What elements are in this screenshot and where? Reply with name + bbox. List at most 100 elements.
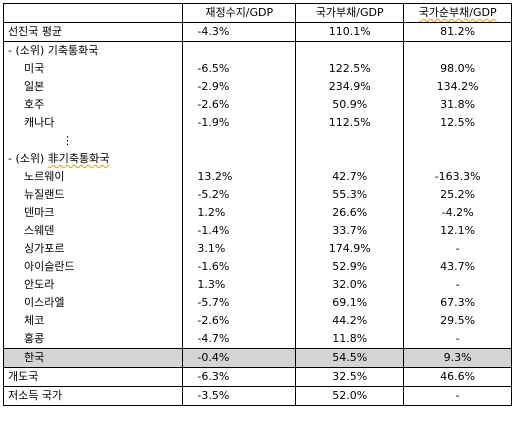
row-label: 캐나다 (2, 114, 184, 132)
national-debt-cell: 52.9% (295, 258, 405, 276)
low-income-row: 저소득 국가 -3.5% 52.0% - (2, 386, 512, 406)
row-label: 저소득 국가 (2, 386, 184, 406)
non-reserve-rows: 노르웨이 13.2% 42.7% -163.3% 뉴질랜드 -5.2% 55.3% 25.2%… (2, 168, 512, 349)
developing-row: 개도국 -6.3% 32.5% 46.6% (2, 367, 512, 387)
national-debt-cell: 52.0% (295, 386, 405, 406)
national-debt-cell: 26.6% (295, 204, 405, 222)
fiscal-balance-cell: -5.7% (182, 294, 297, 312)
row-label: 덴마크 (2, 204, 184, 222)
country-row: 스웨덴 -1.4% 33.7% 12.1% (2, 222, 512, 240)
country-row: 체코 -2.6% 44.2% 29.5% (2, 312, 512, 330)
fiscal-balance-cell: -6.5% (182, 60, 297, 78)
row-label: 개도국 (2, 367, 184, 387)
net-debt-cell: 9.3% (403, 348, 512, 368)
row-label: 한국 (2, 348, 184, 368)
reserve-group-header: - (소위) 기축통화국 (2, 41, 512, 60)
fiscal-balance-cell: -4.7% (182, 330, 297, 349)
row-label: 선진국 평균 (2, 22, 184, 42)
national-debt-cell: 55.3% (295, 186, 405, 204)
national-debt-cell: 11.8% (295, 330, 405, 349)
net-debt-cell: - (403, 386, 512, 406)
fiscal-balance-cell: -2.6% (182, 312, 297, 330)
country-row: 덴마크 1.2% 26.6% -4.2% (2, 204, 512, 222)
group-prefix: - (소위) (8, 44, 48, 57)
country-row: 아이슬란드 -1.6% 52.9% 43.7% (2, 258, 512, 276)
row-label: 미국 (2, 60, 184, 78)
net-debt-cell: 81.2% (403, 22, 512, 42)
national-debt-cell: 44.2% (295, 312, 405, 330)
ellipsis: ⋮ (2, 132, 184, 150)
fiscal-balance-cell: 3.1% (182, 240, 297, 258)
country-row: 이스라엘 -5.7% 69.1% 67.3% (2, 294, 512, 312)
net-debt-cell: 134.2% (403, 78, 512, 96)
row-label: 스웨덴 (2, 222, 184, 240)
country-row: 일본 -2.9% 234.9% 134.2% (2, 78, 512, 96)
net-debt-cell: 29.5% (403, 312, 512, 330)
reserve-rows: 미국 -6.5% 122.5% 98.0% 일본 -2.9% 234.9% 134.2% 호주 -… (2, 60, 512, 132)
net-debt-cell: 67.3% (403, 294, 512, 312)
fiscal-balance-cell: -6.3% (182, 367, 297, 387)
national-debt-cell: 50.9% (295, 96, 405, 114)
row-label: 일본 (2, 78, 184, 96)
net-debt-cell: 12.5% (403, 114, 512, 132)
fiscal-balance-cell: 13.2% (182, 168, 297, 186)
national-debt-cell: 69.1% (295, 294, 405, 312)
row-label: 뉴질랜드 (2, 186, 184, 204)
net-debt-cell: -4.2% (403, 204, 512, 222)
fiscal-balance-cell: -0.4% (182, 348, 297, 368)
net-debt-cell: 46.6% (403, 367, 512, 387)
net-debt-cell: 43.7% (403, 258, 512, 276)
row-label: 안도라 (2, 276, 184, 294)
header-row: 재정수지/GDP 국가부채/GDP 국가순부채/GDP (2, 3, 512, 23)
ellipsis-row: ⋮ (2, 132, 512, 150)
national-debt-cell: 174.9% (295, 240, 405, 258)
net-debt-cell: - (403, 276, 512, 294)
national-debt-cell: 112.5% (295, 114, 405, 132)
row-label: 호주 (2, 96, 184, 114)
fiscal-comparison-table: 재정수지/GDP 국가부채/GDP 국가순부채/GDP 선진국 평균 -4.3%… (2, 3, 512, 406)
row-label: 아이슬란드 (2, 258, 184, 276)
row-label: 이스라엘 (2, 294, 184, 312)
non-reserve-group-header: - (소위) 非기축통화국 (2, 150, 512, 168)
row-label: 홍콩 (2, 330, 184, 349)
fiscal-balance-cell: 1.2% (182, 204, 297, 222)
net-debt-cell: 12.1% (403, 222, 512, 240)
national-debt-cell: 32.5% (295, 367, 405, 387)
fiscal-balance-cell: -3.5% (182, 386, 297, 406)
country-row: 노르웨이 13.2% 42.7% -163.3% (2, 168, 512, 186)
row-label: 싱가포르 (2, 240, 184, 258)
fiscal-balance-cell: -2.6% (182, 96, 297, 114)
national-debt-cell: 33.7% (295, 222, 405, 240)
group-label: - (소위) 기축통화국 (2, 41, 184, 60)
korea-row: 한국 -0.4% 54.5% 9.3% (2, 348, 512, 368)
net-debt-cell: -163.3% (403, 168, 512, 186)
fiscal-balance-cell: -4.3% (182, 22, 297, 42)
national-debt-cell: 234.9% (295, 78, 405, 96)
header-corner (2, 3, 184, 23)
fiscal-balance-cell: -1.6% (182, 258, 297, 276)
country-row: 싱가포르 3.1% 174.9% - (2, 240, 512, 258)
header-net-debt: 국가순부채/GDP (403, 3, 512, 23)
net-debt-cell: - (403, 240, 512, 258)
fiscal-balance-cell: -5.2% (182, 186, 297, 204)
row-label: 체코 (2, 312, 184, 330)
fiscal-balance-cell: -1.9% (182, 114, 297, 132)
net-debt-cell: 98.0% (403, 60, 512, 78)
net-debt-cell: 25.2% (403, 186, 512, 204)
advanced-average-row: 선진국 평균 -4.3% 110.1% 81.2% (2, 22, 512, 42)
group-name: 非기축통화국 (47, 152, 110, 165)
header-national-debt: 국가부채/GDP (295, 3, 405, 23)
group-prefix: - (소위) (8, 152, 48, 165)
national-debt-cell: 110.1% (295, 22, 405, 42)
national-debt-cell: 42.7% (295, 168, 405, 186)
fiscal-balance-cell: -2.9% (182, 78, 297, 96)
country-row: 홍콩 -4.7% 11.8% - (2, 330, 512, 349)
header-net-debt-label: 국가순부채/GDP (418, 6, 497, 19)
group-name: 기축통화국 (47, 44, 99, 57)
net-debt-cell: - (403, 330, 512, 349)
row-label: 노르웨이 (2, 168, 184, 186)
national-debt-cell: 32.0% (295, 276, 405, 294)
group-label: - (소위) 非기축통화국 (2, 150, 184, 168)
header-fiscal-balance: 재정수지/GDP (182, 3, 297, 23)
net-debt-cell: 31.8% (403, 96, 512, 114)
